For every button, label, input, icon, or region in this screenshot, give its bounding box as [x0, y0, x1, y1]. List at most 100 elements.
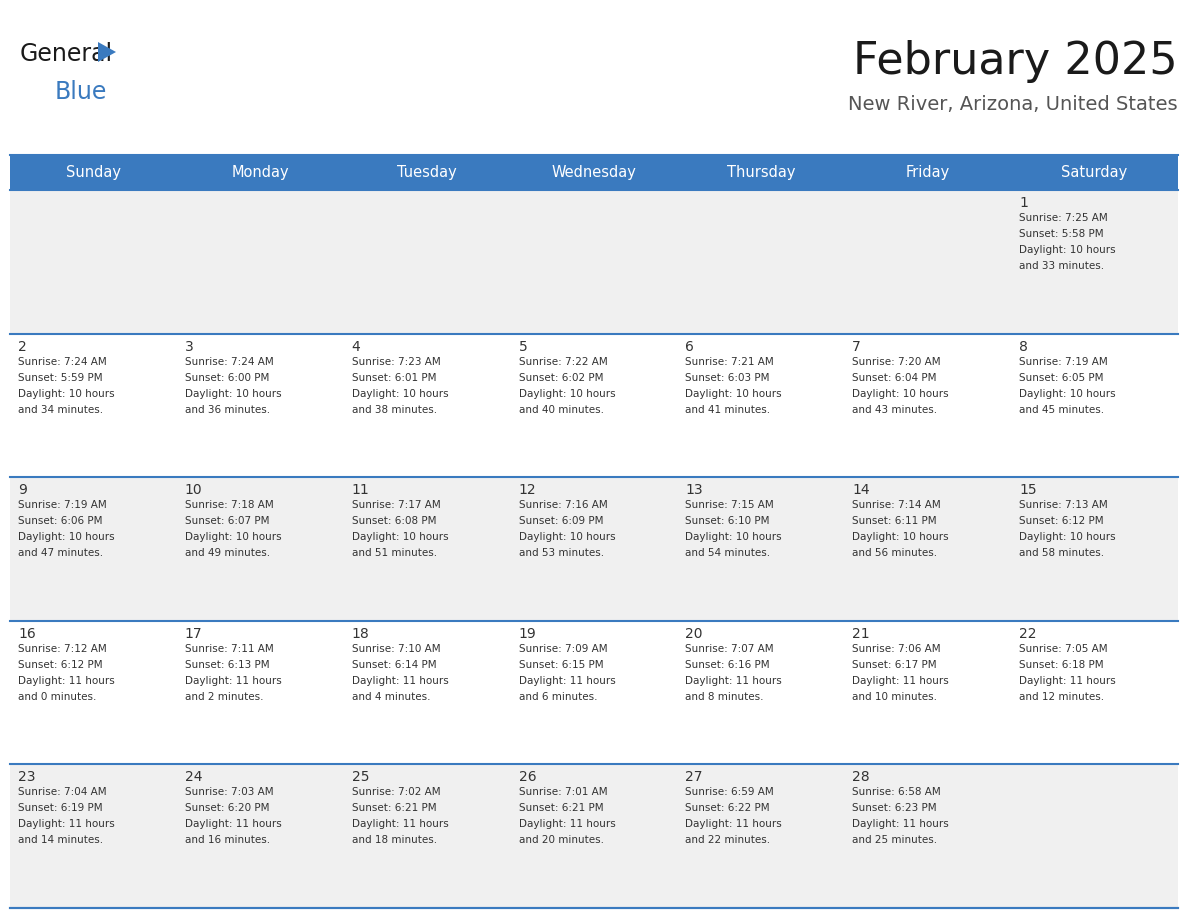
Bar [343, 621, 511, 765]
Text: Sunset: 6:07 PM: Sunset: 6:07 PM [185, 516, 270, 526]
Text: Daylight: 10 hours: Daylight: 10 hours [185, 532, 282, 543]
Text: Sunset: 6:23 PM: Sunset: 6:23 PM [852, 803, 937, 813]
Text: Daylight: 10 hours: Daylight: 10 hours [685, 388, 782, 398]
Text: Sunset: 6:12 PM: Sunset: 6:12 PM [1019, 516, 1104, 526]
Text: 28: 28 [852, 770, 870, 784]
Text: Daylight: 11 hours: Daylight: 11 hours [352, 676, 448, 686]
Text: Daylight: 10 hours: Daylight: 10 hours [18, 532, 114, 543]
Text: 2: 2 [18, 340, 27, 353]
Text: and 53 minutes.: and 53 minutes. [519, 548, 604, 558]
Text: and 34 minutes.: and 34 minutes. [18, 405, 103, 415]
Text: Sunrise: 7:05 AM: Sunrise: 7:05 AM [1019, 644, 1107, 654]
Text: Daylight: 10 hours: Daylight: 10 hours [1019, 245, 1116, 255]
Text: Sunset: 6:17 PM: Sunset: 6:17 PM [852, 660, 937, 670]
Text: Tuesday: Tuesday [397, 165, 457, 180]
Bar [177, 621, 343, 765]
Text: Daylight: 11 hours: Daylight: 11 hours [1019, 676, 1116, 686]
Bar [677, 190, 845, 333]
Text: Sunset: 6:09 PM: Sunset: 6:09 PM [519, 516, 604, 526]
Text: Daylight: 11 hours: Daylight: 11 hours [685, 676, 782, 686]
Bar [10, 190, 177, 333]
Text: and 43 minutes.: and 43 minutes. [852, 405, 937, 415]
Text: 4: 4 [352, 340, 360, 353]
Text: and 2 minutes.: and 2 minutes. [185, 692, 264, 701]
Text: Sunrise: 7:19 AM: Sunrise: 7:19 AM [18, 500, 107, 510]
Text: and 40 minutes.: and 40 minutes. [519, 405, 604, 415]
Text: Sunrise: 7:19 AM: Sunrise: 7:19 AM [1019, 356, 1108, 366]
Text: Sunset: 6:21 PM: Sunset: 6:21 PM [352, 803, 436, 813]
Text: 16: 16 [18, 627, 36, 641]
Text: 18: 18 [352, 627, 369, 641]
Bar [177, 333, 343, 477]
Text: 8: 8 [1019, 340, 1028, 353]
Text: 14: 14 [852, 483, 870, 498]
Text: and 6 minutes.: and 6 minutes. [519, 692, 598, 701]
Text: Daylight: 11 hours: Daylight: 11 hours [685, 820, 782, 829]
Text: Sunrise: 6:59 AM: Sunrise: 6:59 AM [685, 788, 775, 798]
Text: Daylight: 10 hours: Daylight: 10 hours [852, 388, 949, 398]
Text: 3: 3 [185, 340, 194, 353]
Text: Sunrise: 7:11 AM: Sunrise: 7:11 AM [185, 644, 273, 654]
Text: and 0 minutes.: and 0 minutes. [18, 692, 96, 701]
Text: 13: 13 [685, 483, 703, 498]
Text: Sunrise: 7:07 AM: Sunrise: 7:07 AM [685, 644, 775, 654]
Text: and 14 minutes.: and 14 minutes. [18, 835, 103, 845]
Text: Sunrise: 7:04 AM: Sunrise: 7:04 AM [18, 788, 107, 798]
Bar [343, 333, 511, 477]
Text: 19: 19 [519, 627, 536, 641]
Text: and 56 minutes.: and 56 minutes. [852, 548, 937, 558]
Text: Sunset: 6:15 PM: Sunset: 6:15 PM [519, 660, 604, 670]
Text: Sunrise: 7:14 AM: Sunrise: 7:14 AM [852, 500, 941, 510]
Text: February 2025: February 2025 [853, 40, 1178, 83]
Bar [10, 477, 177, 621]
Text: 12: 12 [519, 483, 536, 498]
Text: and 12 minutes.: and 12 minutes. [1019, 692, 1105, 701]
Text: Sunset: 6:11 PM: Sunset: 6:11 PM [852, 516, 937, 526]
Bar [343, 190, 511, 333]
Text: and 18 minutes.: and 18 minutes. [352, 835, 437, 845]
Bar [511, 190, 677, 333]
Text: and 33 minutes.: and 33 minutes. [1019, 261, 1105, 271]
Bar [677, 477, 845, 621]
Text: Friday: Friday [905, 165, 950, 180]
Text: 1: 1 [1019, 196, 1028, 210]
Text: General: General [20, 42, 113, 66]
Text: Sunset: 6:08 PM: Sunset: 6:08 PM [352, 516, 436, 526]
Text: and 22 minutes.: and 22 minutes. [685, 835, 771, 845]
Text: Sunrise: 7:13 AM: Sunrise: 7:13 AM [1019, 500, 1108, 510]
Bar [845, 765, 1011, 908]
Text: 5: 5 [519, 340, 527, 353]
Bar [511, 621, 677, 765]
Text: Sunset: 6:14 PM: Sunset: 6:14 PM [352, 660, 436, 670]
Text: Sunset: 6:19 PM: Sunset: 6:19 PM [18, 803, 102, 813]
Text: 11: 11 [352, 483, 369, 498]
Text: Daylight: 11 hours: Daylight: 11 hours [18, 820, 115, 829]
Text: Sunset: 6:18 PM: Sunset: 6:18 PM [1019, 660, 1104, 670]
Text: 21: 21 [852, 627, 870, 641]
Text: Daylight: 10 hours: Daylight: 10 hours [1019, 532, 1116, 543]
Bar [1011, 621, 1178, 765]
Text: 27: 27 [685, 770, 703, 784]
Text: Sunset: 6:21 PM: Sunset: 6:21 PM [519, 803, 604, 813]
Bar [845, 621, 1011, 765]
Text: Daylight: 10 hours: Daylight: 10 hours [18, 388, 114, 398]
Text: Sunrise: 7:03 AM: Sunrise: 7:03 AM [185, 788, 273, 798]
Text: Sunrise: 7:21 AM: Sunrise: 7:21 AM [685, 356, 775, 366]
Text: Sunrise: 7:12 AM: Sunrise: 7:12 AM [18, 644, 107, 654]
Text: and 8 minutes.: and 8 minutes. [685, 692, 764, 701]
Text: 9: 9 [18, 483, 27, 498]
Text: Sunset: 6:22 PM: Sunset: 6:22 PM [685, 803, 770, 813]
Text: Sunset: 5:58 PM: Sunset: 5:58 PM [1019, 229, 1104, 239]
Text: Daylight: 11 hours: Daylight: 11 hours [519, 676, 615, 686]
Text: Sunset: 6:04 PM: Sunset: 6:04 PM [852, 373, 937, 383]
Text: and 54 minutes.: and 54 minutes. [685, 548, 771, 558]
Text: 24: 24 [185, 770, 202, 784]
Text: Sunrise: 7:25 AM: Sunrise: 7:25 AM [1019, 213, 1108, 223]
Bar [10, 621, 177, 765]
Bar [343, 477, 511, 621]
Text: Sunrise: 7:10 AM: Sunrise: 7:10 AM [352, 644, 441, 654]
Bar [677, 765, 845, 908]
Bar [1011, 333, 1178, 477]
Text: Daylight: 11 hours: Daylight: 11 hours [519, 820, 615, 829]
Text: Sunrise: 7:23 AM: Sunrise: 7:23 AM [352, 356, 441, 366]
